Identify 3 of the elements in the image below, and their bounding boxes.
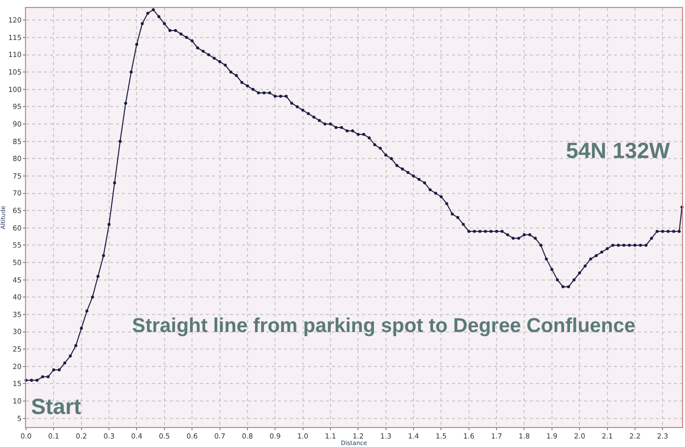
- annotation: 54N 132W: [566, 138, 670, 163]
- annotation: Start: [31, 394, 82, 419]
- annotation: Straight line from parking spot to Degree Confluence: [132, 315, 636, 337]
